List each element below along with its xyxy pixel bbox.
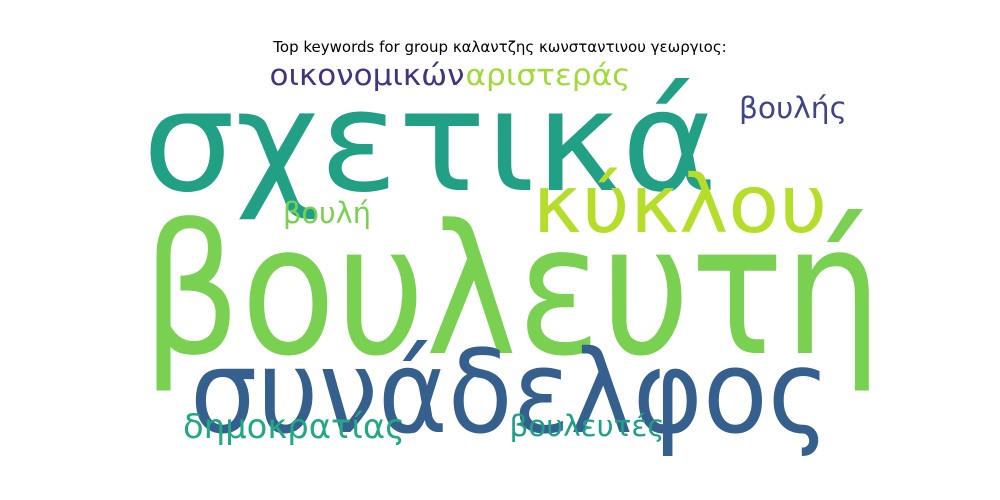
word-1: βουλευτή [142, 187, 882, 396]
word-6: οικονομικών [270, 58, 465, 92]
word-7: βουλής [739, 91, 847, 125]
chart-title: Top keywords for group καλαντζης κωνσταν… [273, 38, 727, 56]
word-10: βουλευτές [510, 409, 665, 443]
word-4: κύκλου [533, 158, 828, 251]
word-9: δημοκρατίας [183, 407, 405, 447]
word-5: αριστεράς [466, 58, 631, 92]
word-8: βουλή [283, 196, 371, 230]
word-3: συνάδελφος [190, 326, 830, 460]
word-2: σχετικά [143, 61, 718, 224]
